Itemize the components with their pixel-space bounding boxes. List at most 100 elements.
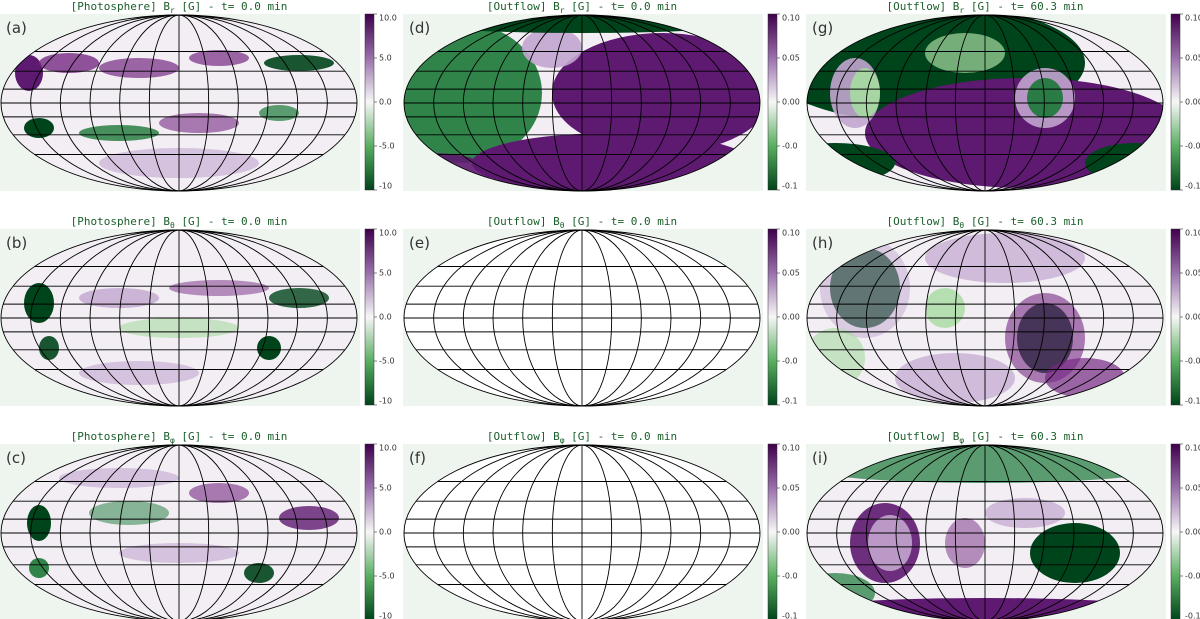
panel-title: [Outflow] Br [G] - t= 60.3 min	[887, 0, 1084, 15]
field-region	[79, 361, 199, 385]
field-region	[522, 28, 582, 68]
colorbar	[767, 13, 778, 191]
field-region	[259, 105, 299, 121]
field-region	[169, 280, 269, 296]
title-text: [G] - t= 0.0 min	[175, 0, 288, 13]
colorbar	[1170, 13, 1181, 191]
panel: [Photosphere] Bφ [G] - t= 0.0 min (c) 10.0…	[0, 430, 397, 619]
title-text: [Outflow] B	[887, 215, 960, 228]
panel: [Outflow] Bφ [G] - t= 60.3 min (i) 0.10 0.0…	[806, 430, 1200, 619]
panel-label: (d)	[409, 19, 430, 37]
colorbar-tick-label: 0.10	[782, 14, 800, 23]
title-text: [Outflow] B	[887, 430, 960, 443]
panel-title: [Outflow] Bφ [G] - t= 0.0 min	[487, 430, 677, 445]
title-text: [G] - t= 0.0 min	[565, 0, 678, 13]
title-text: [Outflow] B	[487, 215, 560, 228]
title-text: [Photosphere] B	[71, 430, 171, 443]
field-region	[79, 288, 159, 308]
field-region	[29, 558, 49, 578]
panel-title: [Outflow] Bθ [G] - t= 60.3 min	[887, 215, 1084, 230]
colorbar-tick-label: 0.05	[782, 484, 800, 493]
title-text: [Outflow] B	[887, 0, 960, 13]
panel-title: [Photosphere] Bθ [G] - t= 0.0 min	[71, 215, 288, 230]
colorbar-tick-label: -0.0	[1185, 142, 1200, 151]
title-text: [Outflow] B	[487, 430, 560, 443]
field-region	[264, 55, 334, 71]
field-region	[189, 50, 249, 66]
title-subscript: r	[560, 6, 565, 15]
title-subscript: θ	[170, 221, 175, 230]
colorbar	[767, 443, 778, 619]
colorbar-tick-label: 0.10	[782, 444, 800, 453]
colorbar-tick-label: 0.00	[782, 528, 800, 537]
field-region	[39, 53, 99, 73]
colorbar-tick-label: 5.0	[379, 269, 392, 278]
colorbar-tick-label: 0.0	[379, 313, 392, 322]
colorbar-tick-label: 10.0	[379, 444, 397, 453]
colorbar-tick-label: -0.1	[782, 612, 798, 619]
panel: [Photosphere] Br [G] - t= 0.0 min (a) 10.0…	[0, 0, 397, 192]
field-region	[244, 563, 274, 583]
colorbar-tick-label: -10	[379, 182, 392, 191]
colorbar-tick-label: -0.0	[782, 357, 798, 366]
field-region	[24, 118, 54, 138]
colorbar-tick-label: -5.0	[379, 357, 395, 366]
title-text: [G] - t= 60.3 min	[964, 215, 1083, 228]
title-text: [G] - t= 60.3 min	[964, 430, 1083, 443]
field-region	[24, 283, 54, 323]
colorbar-tick-label: -10	[379, 612, 392, 619]
title-subscript: θ	[560, 221, 565, 230]
title-text: [G] - t= 0.0 min	[565, 430, 678, 443]
colorbar-tick-label: -0.0	[782, 572, 798, 581]
field-region	[925, 233, 1085, 283]
title-subscript: r	[170, 6, 175, 15]
colorbar-tick-label: 0.10	[1185, 14, 1200, 23]
panel-label: (h)	[812, 234, 833, 252]
field-region	[99, 58, 179, 78]
colorbar	[1170, 228, 1181, 406]
title-text: [G] - t= 0.0 min	[175, 430, 288, 443]
field-region	[868, 515, 912, 571]
panel: [Outflow] Br [G] - t= 0.0 min (d) 0.10 0.05…	[403, 0, 800, 192]
field-region	[1005, 293, 1085, 383]
field-region	[850, 68, 880, 118]
field-region	[895, 353, 1015, 403]
title-subscript: φ	[170, 436, 175, 445]
field-region	[39, 336, 59, 360]
panel-title: [Outflow] Bθ [G] - t= 0.0 min	[487, 215, 677, 230]
title-text: [G] - t= 0.0 min	[175, 215, 288, 228]
colorbar	[364, 13, 375, 191]
colorbar-tick-label: 0.0	[379, 528, 392, 537]
colorbar-tick-label: 0.10	[1185, 444, 1200, 453]
panel-label: (e)	[409, 234, 430, 252]
colorbar-tick-label: -0.1	[1185, 612, 1200, 619]
colorbar-tick-label: -0.1	[1185, 397, 1200, 406]
field-region	[925, 288, 965, 328]
panel-label: (c)	[6, 449, 26, 467]
panel-title: [Outflow] Br [G] - t= 0.0 min	[487, 0, 677, 15]
colorbar-tick-label: 0.05	[782, 54, 800, 63]
colorbar	[364, 228, 375, 406]
field-region	[552, 33, 760, 153]
colorbar-tick-label: 0.05	[1185, 54, 1200, 63]
field-region	[189, 483, 249, 503]
colorbar-tick-label: 10.0	[379, 229, 397, 238]
colorbar-tick-label: -5.0	[379, 142, 395, 151]
colorbar-tick-label: -0.0	[1185, 572, 1200, 581]
field-region	[945, 518, 985, 568]
colorbar-tick-label: 0.05	[1185, 269, 1200, 278]
title-text: [G] - t= 0.0 min	[565, 215, 678, 228]
colorbar-tick-label: -10	[379, 397, 392, 406]
panel-label: (f)	[409, 449, 426, 467]
panel: [Outflow] Bθ [G] - t= 0.0 min (e) 0.10 0.05…	[403, 215, 800, 407]
colorbar-tick-label: 0.10	[782, 229, 800, 238]
field-region	[985, 498, 1065, 528]
title-subscript: φ	[959, 436, 964, 445]
map-field	[807, 230, 1163, 406]
colorbar-tick-label: 10.0	[379, 14, 397, 23]
colorbar-tick-label: 0.0	[379, 98, 392, 107]
field-region	[1027, 78, 1063, 118]
panel-label: (b)	[6, 234, 27, 252]
